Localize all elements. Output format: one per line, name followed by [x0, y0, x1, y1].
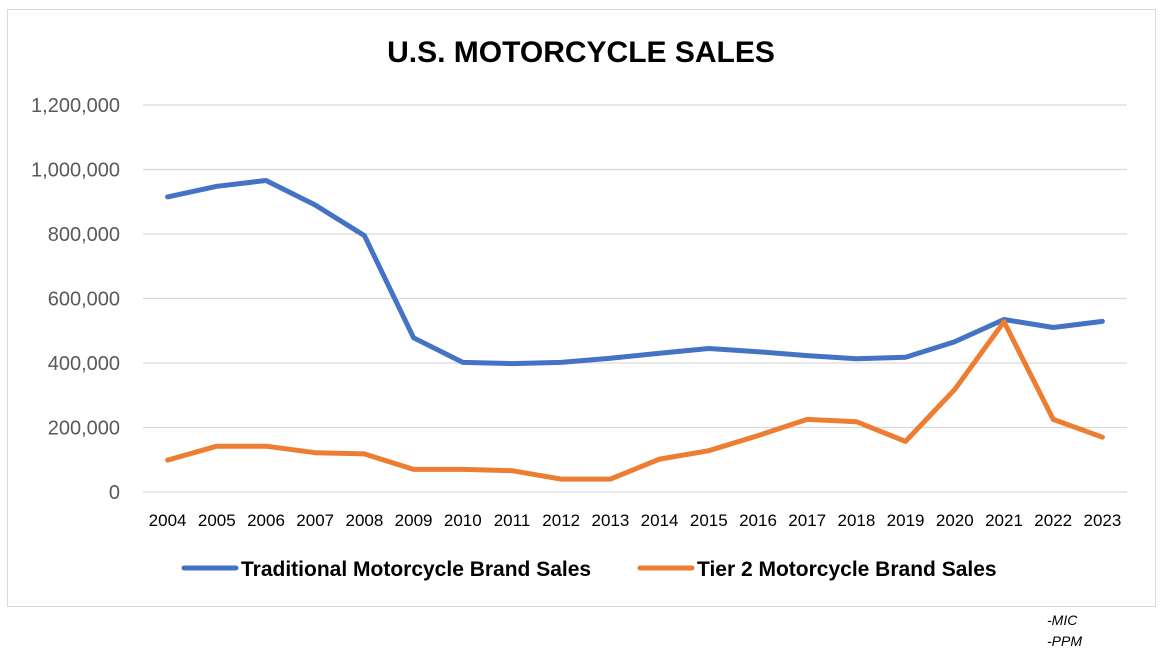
y-tick-label: 200,000 — [48, 418, 120, 440]
legend-label: Tier 2 Motorcycle Brand Sales — [697, 558, 997, 581]
x-tick-label: 2012 — [542, 511, 580, 530]
x-tick-label: 2020 — [936, 511, 974, 530]
y-tick-label: 1,000,000 — [31, 160, 120, 182]
x-tick-label: 2009 — [395, 511, 433, 530]
x-tick-label: 2017 — [788, 511, 826, 530]
x-tick-label: 2016 — [739, 511, 777, 530]
y-tick-label: 1,200,000 — [31, 95, 120, 117]
legend: Traditional Motorcycle Brand Sales Tier 2… — [181, 558, 997, 581]
y-axis-ticks: 0 200,000 400,000 600,000 800,000 1,000,000 1,… — [31, 95, 120, 504]
x-tick-label: 2010 — [444, 511, 482, 530]
series-line-traditional — [165, 178, 1105, 367]
y-tick-label: 400,000 — [48, 353, 120, 375]
chart-frame — [7, 9, 1156, 607]
x-tick-label: 2021 — [985, 511, 1023, 530]
y-tick-label: 800,000 — [48, 224, 120, 246]
source-note-ppm: -PPM — [1047, 633, 1082, 649]
x-tick-label: 2013 — [591, 511, 629, 530]
x-axis-ticks: 2004 2005 2006 2007 2008 2009 2010 2011 2012 2013… — [149, 511, 1122, 530]
x-tick-label: 2007 — [296, 511, 334, 530]
legend-label: Traditional Motorcycle Brand Sales — [241, 558, 591, 581]
gridlines — [143, 104, 1127, 493]
x-tick-label: 2006 — [247, 511, 285, 530]
x-tick-label: 2022 — [1034, 511, 1072, 530]
chart-title: U.S. MOTORCYCLE SALES — [387, 36, 775, 69]
x-tick-label: 2014 — [641, 511, 679, 530]
source-note-mic: -MIC — [1047, 612, 1078, 628]
x-tick-label: 2015 — [690, 511, 728, 530]
x-tick-label: 2004 — [149, 511, 187, 530]
x-tick-label: 2005 — [198, 511, 236, 530]
x-tick-label: 2018 — [837, 511, 875, 530]
x-tick-label: 2023 — [1083, 511, 1121, 530]
series-line-tier-2 — [165, 319, 1105, 482]
series-lines — [165, 178, 1105, 482]
y-tick-label: 0 — [109, 482, 120, 504]
x-tick-label: 2008 — [345, 511, 383, 530]
y-tick-label: 600,000 — [48, 289, 120, 311]
x-tick-label: 2011 — [494, 511, 531, 530]
x-tick-label: 2019 — [887, 511, 925, 530]
